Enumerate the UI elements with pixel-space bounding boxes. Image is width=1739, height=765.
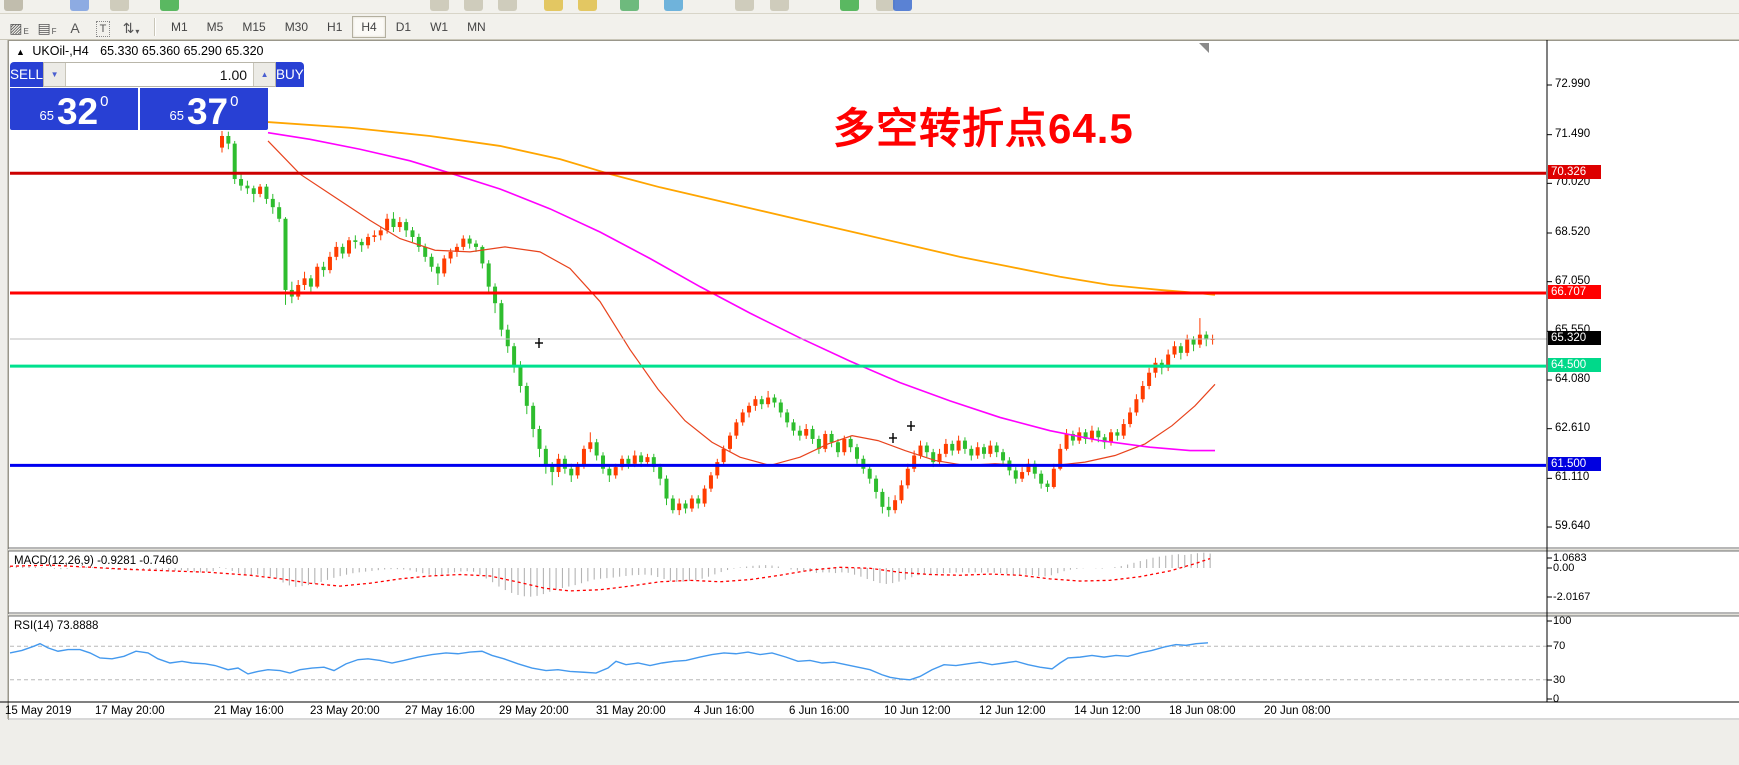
time-axis-label: 29 May 20:00 (499, 705, 569, 717)
price-line-badge: 64.500 (1548, 358, 1601, 373)
macd-axis-tick: 0.00 (1553, 562, 1575, 574)
price-axis-tick: 67.050 (1555, 274, 1591, 287)
toolbar-icon-fragment[interactable] (893, 0, 912, 11)
timeframe-button-M5[interactable]: M5 (206, 19, 224, 34)
time-axis-label: 6 Jun 16:00 (789, 705, 850, 717)
toolbar-icon-fragment[interactable] (464, 0, 483, 11)
buy-price-pips: 0 (230, 93, 239, 110)
time-axis-label: 12 Jun 12:00 (979, 705, 1046, 717)
toolbar-separator (154, 17, 156, 36)
time-axis-label: 10 Jun 12:00 (884, 705, 951, 717)
arrows-tool-icon[interactable]: ⇅ ▾ (122, 20, 140, 36)
time-axis-label: 18 Jun 08:00 (1169, 705, 1236, 717)
sell-price-pips: 0 (100, 93, 109, 110)
sell-price-display[interactable]: 65 32 0 (10, 88, 138, 130)
time-axis-label: 21 May 16:00 (214, 705, 284, 717)
toolbar-icon-fragment[interactable] (578, 0, 597, 11)
toolbar-icon-fragment[interactable] (664, 0, 683, 11)
time-axis-label: 31 May 20:00 (596, 705, 666, 717)
buy-price-prefix: 65 (169, 108, 184, 123)
sell-button[interactable]: SELL (10, 62, 44, 87)
toolbar-icon-fragment[interactable] (876, 0, 895, 11)
timeframe-button-W1[interactable]: W1 (430, 19, 449, 34)
equidistant-channel-tool-icon[interactable]: ▨ E (9, 20, 29, 36)
toolbar-icon-fragment[interactable] (544, 0, 563, 11)
toolbar-icon-fragment[interactable] (4, 0, 23, 11)
toolbar-icon-fragment[interactable] (840, 0, 859, 11)
buy-price-main: 37 (186, 91, 229, 132)
time-axis-label: 15 May 2019 (5, 705, 72, 717)
fibonacci-tool-icon[interactable]: ▤ F (37, 20, 57, 36)
rsi-indicator-label: RSI(14) 73.8888 (14, 620, 99, 632)
timeframe-button-D1[interactable]: D1 (395, 19, 412, 34)
toolbar-icon-fragment[interactable] (770, 0, 789, 11)
toolbar-icon-fragment[interactable] (70, 0, 89, 11)
price-axis-tick: 62.610 (1555, 421, 1591, 434)
toolbar-icon-fragment[interactable] (498, 0, 517, 11)
time-axis-label: 4 Jun 16:00 (694, 705, 755, 717)
timeframe-button-M1[interactable]: M1 (171, 19, 188, 34)
macd-axis-tick: 1.0683 (1553, 552, 1587, 564)
sell-price-prefix: 65 (39, 108, 54, 123)
current-price-badge: 65.320 (1548, 330, 1601, 345)
sell-price-main: 32 (56, 91, 99, 132)
price-axis-tick: 64.080 (1555, 373, 1591, 385)
volume-decrease-button[interactable]: ▼ (44, 63, 67, 86)
toolbar-icon-fragment[interactable] (620, 0, 639, 11)
rsi-axis-tick: 100 (1553, 615, 1572, 627)
timeframe-button-H4[interactable]: H4 (352, 15, 386, 38)
ohlc-values: 65.330 65.360 65.290 65.320 (100, 44, 264, 58)
rsi-axis-tick: 70 (1553, 640, 1566, 652)
toolbar-icon-fragment[interactable] (735, 0, 754, 11)
chart-text-annotation: 多空转折点64.5 (833, 105, 1134, 152)
price-line-badge: 70.326 (1548, 165, 1601, 180)
time-axis-label: 23 May 20:00 (310, 705, 380, 717)
macd-axis-tick: -2.0167 (1553, 591, 1591, 603)
price-axis-tick: 68.520 (1555, 226, 1591, 238)
symbol-header: ▲ UKOil-,H4 65.330 65.360 65.290 65.320 (16, 44, 264, 58)
time-axis-label: 17 May 20:00 (95, 705, 165, 717)
volume-control: ▼ ▲ (43, 62, 277, 87)
buy-price-display[interactable]: 65 37 0 (140, 88, 268, 130)
price-axis-tick: 70.020 (1555, 176, 1591, 189)
one-click-trading-panel: SELL ▼ ▲ BUY 65 32 0 65 37 0 (10, 62, 304, 130)
price-axis-tick: 71.490 (1555, 127, 1591, 140)
macd-indicator-label: MACD(12,26,9) -0.9281 -0.7460 (14, 555, 179, 567)
volume-increase-button[interactable]: ▲ (253, 63, 276, 86)
toolbar-icon-fragment[interactable] (160, 0, 179, 11)
time-axis-label: 20 Jun 08:00 (1264, 705, 1331, 717)
timeframe-button-M30[interactable]: M30 (284, 19, 309, 34)
rsi-axis-tick: 0 (1553, 693, 1560, 705)
toolbar-icon-fragment[interactable] (430, 0, 449, 11)
collapse-panel-icon[interactable]: ▲ (16, 47, 25, 57)
volume-input[interactable] (66, 63, 254, 86)
toolbar-main-row (0, 0, 1739, 14)
symbol-name: UKOil-,H4 (32, 44, 89, 58)
toolbar-icon-fragment[interactable] (110, 0, 129, 11)
text-label-tool-icon[interactable]: T (90, 16, 116, 37)
price-line-badge: 66.707 (1548, 285, 1601, 300)
timeframe-button-MN[interactable]: MN (467, 19, 486, 34)
price-axis-tick: 59.640 (1555, 520, 1591, 533)
price-line-badge: 61.500 (1548, 457, 1601, 472)
toolbar-tools-row: ▨ E ▤ F A T ⇅ ▾ M1 M5 M15 M30 H1 H4 D1 W1 MN (0, 14, 1739, 40)
buy-button[interactable]: BUY (276, 62, 304, 87)
rsi-axis-tick: 30 (1553, 674, 1566, 686)
timeframe-bar: M1 M5 M15 M30 H1 H4 D1 W1 MN (162, 15, 496, 38)
price-axis-tick: 61.110 (1555, 471, 1590, 484)
time-axis-label: 27 May 16:00 (405, 705, 475, 717)
price-axis-tick: 72.990 (1555, 78, 1591, 90)
timeframe-button-H1[interactable]: H1 (327, 19, 343, 34)
time-axis-label: 14 Jun 12:00 (1074, 705, 1141, 717)
text-tool-icon[interactable]: A (70, 20, 80, 36)
timeframe-button-M15[interactable]: M15 (242, 19, 266, 34)
